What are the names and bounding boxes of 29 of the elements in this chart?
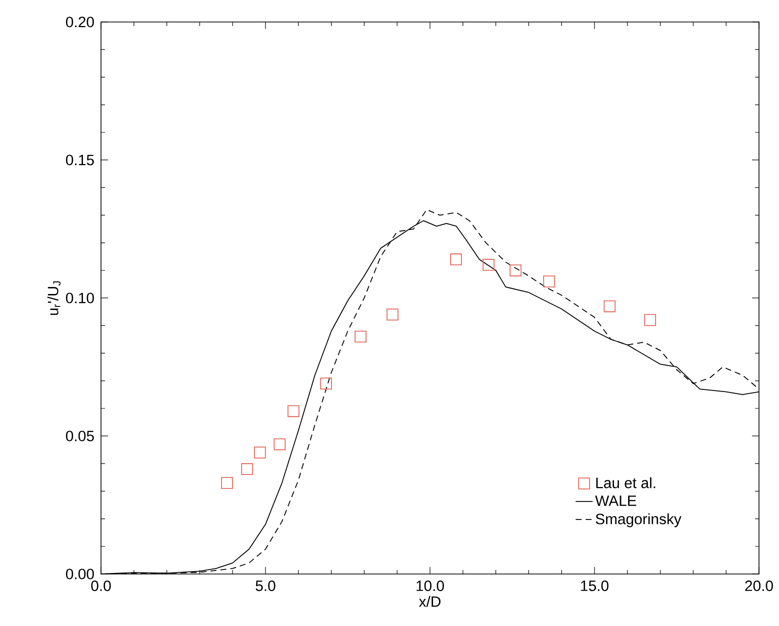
point — [320, 378, 332, 390]
point — [604, 300, 616, 312]
point — [274, 438, 286, 450]
x-tick-label: 10.0 — [416, 580, 444, 592]
x-tick-label: 15.0 — [581, 580, 608, 592]
y-axis-title: u$_{r}$'/U$_{J}$ — [47, 281, 61, 315]
x-tick-label: 20.0 — [745, 580, 773, 592]
point — [482, 258, 494, 271]
point — [644, 314, 656, 326]
point — [386, 308, 398, 320]
point — [241, 463, 254, 476]
point — [354, 330, 367, 343]
y-tick-label: 0.05 — [66, 430, 94, 442]
legend-label: Lau et al. — [596, 477, 656, 488]
x-tick-label: 5.0 — [256, 580, 276, 592]
x-tick-label: 0.0 — [91, 580, 111, 592]
point — [510, 264, 522, 276]
legend-label: WALE — [595, 496, 636, 506]
point — [288, 405, 300, 418]
y-tick-label: 0.20 — [66, 16, 94, 28]
y-tick-label: 0.15 — [66, 154, 94, 166]
y-tick-label: 0.00 — [66, 568, 94, 580]
x-axis-title: x/D — [418, 596, 441, 607]
point — [543, 275, 556, 288]
point — [254, 446, 266, 458]
point — [450, 253, 462, 266]
point — [221, 476, 233, 489]
y-tick-label: 0.10 — [66, 292, 94, 304]
legend-label: Smagorinsky — [596, 513, 682, 528]
